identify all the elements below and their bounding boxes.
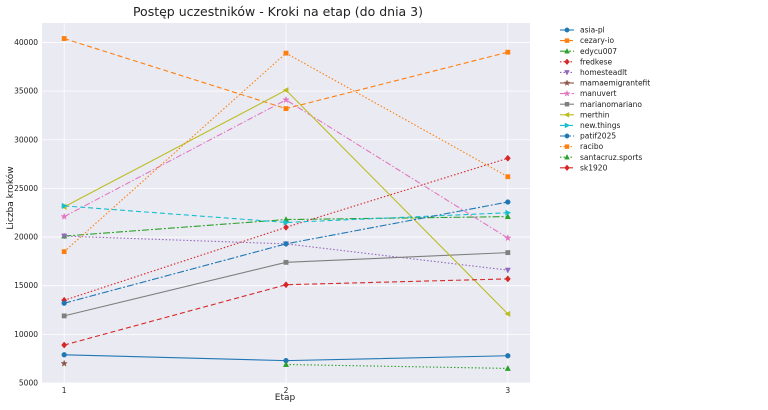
- legend-entry: sk1920: [580, 163, 608, 172]
- data-point: [504, 364, 511, 371]
- data-point: [564, 144, 570, 149]
- data-point: [564, 122, 571, 129]
- data-point: [504, 154, 511, 162]
- x-axis-label: Etap: [275, 393, 296, 403]
- data-point: [504, 213, 511, 220]
- data-point: [505, 353, 511, 359]
- legend-entry: fredkese: [580, 57, 613, 66]
- data-point: [283, 106, 289, 112]
- series-line: [64, 278, 508, 346]
- data-point: [61, 341, 68, 349]
- legend-entry: edycu007: [580, 47, 617, 56]
- data-point: [563, 111, 570, 118]
- axis-ticks: 5000 10000 15000 20000 25000 30000 35000 40000 1…: [14, 38, 510, 395]
- y-tick-label: 20000: [14, 233, 38, 242]
- data-point: [504, 234, 512, 242]
- data-point: [564, 133, 570, 139]
- data-point: [283, 50, 289, 56]
- legend-entry: new.things: [580, 121, 620, 130]
- data-point: [504, 310, 511, 317]
- data-point: [505, 49, 511, 55]
- data-point: [61, 202, 68, 209]
- data-point: [282, 95, 290, 104]
- data-point: [564, 38, 570, 43]
- data-point: [504, 267, 511, 274]
- data-point: [61, 249, 67, 255]
- y-tick-label: 25000: [14, 184, 38, 193]
- legend-entry: manuvert: [580, 89, 617, 98]
- y-tick-label: 30000: [14, 135, 38, 144]
- data-point: [61, 352, 67, 358]
- legend-entry: merthin: [580, 110, 610, 119]
- y-tick-label: 15000: [14, 281, 38, 290]
- x-tick-label: 1: [62, 386, 67, 395]
- data-point: [505, 250, 511, 256]
- series-markers: [60, 36, 512, 371]
- x-tick-label: 2: [284, 386, 289, 395]
- legend-entry: marianomariano: [580, 100, 642, 109]
- y-axis-label: Liczba kroków: [5, 166, 16, 229]
- data-point: [283, 223, 289, 231]
- data-point: [505, 209, 512, 216]
- data-point: [282, 87, 289, 94]
- data-point: [504, 275, 511, 283]
- chart-title: Postęp uczestników - Kroki na etap (do d…: [133, 4, 423, 19]
- data-point: [505, 199, 511, 205]
- data-point: [505, 174, 511, 180]
- data-point: [564, 70, 570, 76]
- legend-entry: racibo: [580, 142, 604, 151]
- x-tick-label: 3: [505, 386, 510, 395]
- legend-entry: asia-pl: [580, 26, 605, 35]
- data-point: [283, 241, 289, 247]
- legend-entry: homesteadlt: [580, 68, 627, 77]
- y-tick-label: 5000: [19, 379, 38, 388]
- y-tick-label: 10000: [14, 330, 38, 339]
- data-point: [564, 101, 570, 107]
- data-point: [563, 89, 571, 97]
- data-point: [564, 27, 570, 33]
- data-point: [60, 212, 68, 220]
- legend-entry: cezary-io: [580, 36, 614, 45]
- data-point: [282, 361, 290, 367]
- y-tick-label: 35000: [14, 87, 38, 96]
- data-point: [61, 313, 67, 319]
- data-point: [283, 259, 289, 265]
- legend-entry: mamaemigrantefit: [580, 79, 650, 88]
- data-point: [564, 48, 570, 54]
- series-line: [64, 157, 508, 301]
- data-point: [61, 300, 67, 306]
- data-point: [563, 79, 571, 87]
- data-point: [61, 36, 67, 41]
- data-point: [283, 219, 290, 226]
- series-line: [64, 201, 508, 304]
- y-tick-label: 40000: [14, 38, 38, 47]
- legend-entry: patif2025: [580, 132, 616, 141]
- data-point: [564, 154, 570, 160]
- data-point: [61, 233, 68, 240]
- data-point: [283, 281, 289, 289]
- data-point: [60, 359, 68, 367]
- data-point: [564, 164, 570, 172]
- data-point: [564, 58, 570, 66]
- legend-entry: santacruz.sports: [580, 153, 642, 162]
